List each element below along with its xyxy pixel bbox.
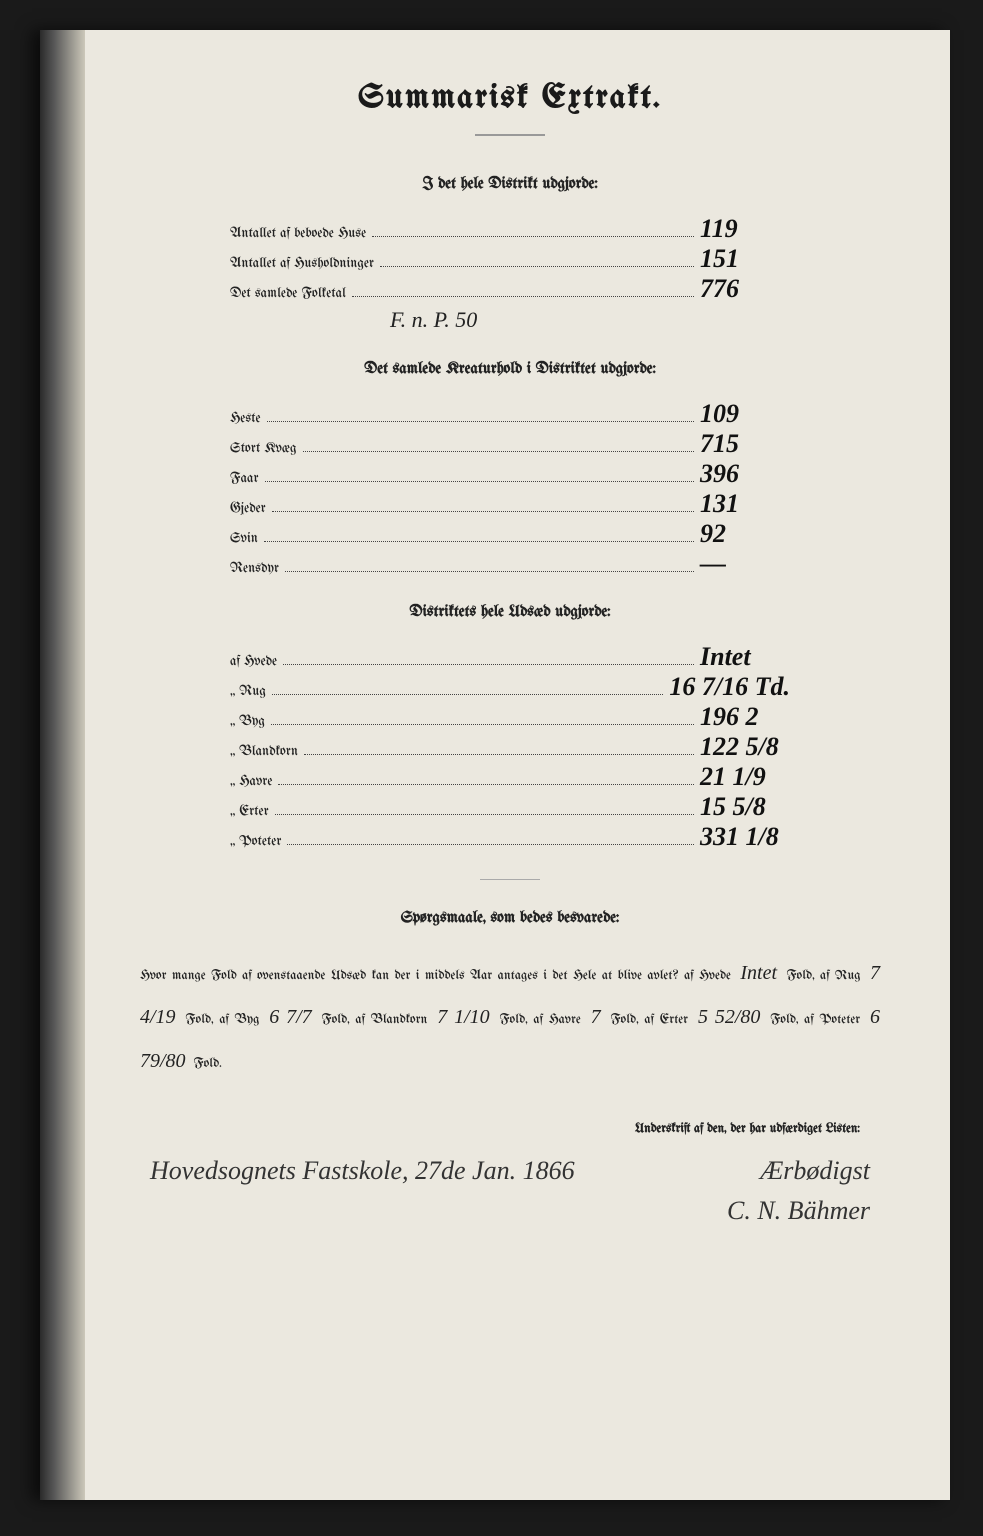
- label: „ Poteter: [230, 834, 281, 849]
- questions-paragraph: Hvor mange Fold af ovenstaaende Udsæd ka…: [140, 951, 880, 1083]
- row-horses: Heste 109: [230, 402, 790, 426]
- row-rye: „ Rug 16 7/16 Td.: [230, 675, 790, 699]
- value: 196 2: [700, 705, 790, 728]
- signature-closing: Ærbødigst: [760, 1156, 870, 1186]
- label: Antallet af Husholdninger: [230, 256, 374, 271]
- value: 396: [700, 462, 790, 485]
- row-population: Det samlede Folketal 776: [230, 277, 790, 301]
- value: 21 1/9: [700, 765, 790, 788]
- value: 122 5/8: [700, 735, 790, 758]
- leader-dots: [287, 844, 694, 845]
- label: „ Rug: [230, 684, 266, 699]
- row-pigs: Svin 92: [230, 522, 790, 546]
- fill-barley: 6 7/7: [265, 1006, 315, 1028]
- leader-dots: [267, 421, 694, 422]
- fill-oats: 7: [587, 1006, 605, 1028]
- row-goats: Gjeder 131: [230, 492, 790, 516]
- leader-dots: [264, 541, 694, 542]
- value: 15 5/8: [700, 795, 790, 818]
- document-page: Summarisk Extrakt. I det hele Distrikt u…: [40, 30, 950, 1500]
- label: Gjeder: [230, 501, 266, 516]
- value: Intet: [700, 645, 790, 668]
- book-binding: [40, 30, 85, 1500]
- label: „ Erter: [230, 804, 269, 819]
- value: 776: [700, 277, 790, 300]
- signature-line-2: C. N. Bähmer: [150, 1196, 870, 1226]
- label: Det samlede Folketal: [230, 286, 346, 301]
- value: 331 1/8: [700, 825, 790, 848]
- label: „ Blandkorn: [230, 744, 298, 759]
- leader-dots: [265, 481, 694, 482]
- value: —: [700, 552, 790, 575]
- leader-dots: [304, 754, 694, 755]
- label: af Hvede: [230, 654, 277, 669]
- leader-dots: [278, 784, 694, 785]
- section1-heading: I det hele Distrikt udgjorde:: [130, 176, 890, 193]
- row-households: Antallet af Husholdninger 151: [230, 247, 790, 271]
- label: „ Havre: [230, 774, 272, 789]
- questions-intro: Hvor mange Fold af ovenstaaende Udsæd ka…: [140, 969, 679, 983]
- label: Faar: [230, 471, 259, 486]
- value: 92: [700, 522, 790, 545]
- label: Stort Kvæg: [230, 441, 297, 456]
- section1-note: F. n. P. 50: [390, 307, 790, 333]
- label: Antallet af beboede Huse: [230, 226, 366, 241]
- leader-dots: [303, 451, 694, 452]
- leader-dots: [352, 296, 694, 297]
- row-reindeer: Rensdyr —: [230, 552, 790, 576]
- page-title: Summarisk Extrakt.: [130, 80, 890, 116]
- leader-dots: [271, 724, 694, 725]
- signature-place-date: Hovedsognets Fastskole, 27de Jan. 1866: [150, 1156, 575, 1186]
- leader-dots: [372, 236, 694, 237]
- fill-potatoes: 6 79/80: [140, 1006, 880, 1072]
- section3-heading: Distriktets hele Udsæd udgjorde:: [130, 604, 890, 621]
- row-potatoes: „ Poteter 331 1/8: [230, 825, 790, 849]
- row-wheat: af Hvede Intet: [230, 645, 790, 669]
- section2-rows: Heste 109 Stort Kvæg 715 Faar 396 Gjeder…: [230, 402, 790, 576]
- label: Svin: [230, 531, 258, 546]
- row-cattle: Stort Kvæg 715: [230, 432, 790, 456]
- row-barley: „ Byg 196 2: [230, 705, 790, 729]
- value: 16 7/16 Td.: [669, 675, 790, 698]
- row-houses: Antallet af beboede Huse 119: [230, 217, 790, 241]
- value: 151: [700, 247, 790, 270]
- signature-label: Underskrift af den, der har udfærdiget L…: [130, 1123, 860, 1136]
- leader-dots: [380, 266, 694, 267]
- value: 715: [700, 432, 790, 455]
- divider: [480, 879, 540, 880]
- section1-rows: Antallet af beboede Huse 119 Antallet af…: [230, 217, 790, 333]
- signature-line-1: Hovedsognets Fastskole, 27de Jan. 1866 Æ…: [150, 1156, 870, 1186]
- leader-dots: [272, 511, 694, 512]
- fill-peas: 5 52/80: [694, 1006, 764, 1028]
- signature-name: C. N. Bähmer: [727, 1196, 870, 1226]
- row-oats: „ Havre 21 1/9: [230, 765, 790, 789]
- label: „ Byg: [230, 714, 265, 729]
- fill-wheat: Intet: [736, 962, 781, 984]
- label: Rensdyr: [230, 561, 279, 576]
- value: 131: [700, 492, 790, 515]
- title-rule: [475, 134, 545, 136]
- leader-dots: [283, 664, 694, 665]
- value: 109: [700, 402, 790, 425]
- section2-heading: Det samlede Kreaturhold i Distriktet udg…: [130, 361, 890, 378]
- value: 119: [700, 217, 790, 240]
- label: Heste: [230, 411, 261, 426]
- row-mixed-grain: „ Blandkorn 122 5/8: [230, 735, 790, 759]
- leader-dots: [275, 814, 694, 815]
- row-sheep: Faar 396: [230, 462, 790, 486]
- fill-mixed: 7 1/10: [433, 1006, 493, 1028]
- leader-dots: [272, 694, 664, 695]
- row-peas: „ Erter 15 5/8: [230, 795, 790, 819]
- section3-rows: af Hvede Intet „ Rug 16 7/16 Td. „ Byg 1…: [230, 645, 790, 849]
- leader-dots: [285, 571, 694, 572]
- questions-heading: Spørgsmaale, som bedes besvarede:: [130, 910, 890, 927]
